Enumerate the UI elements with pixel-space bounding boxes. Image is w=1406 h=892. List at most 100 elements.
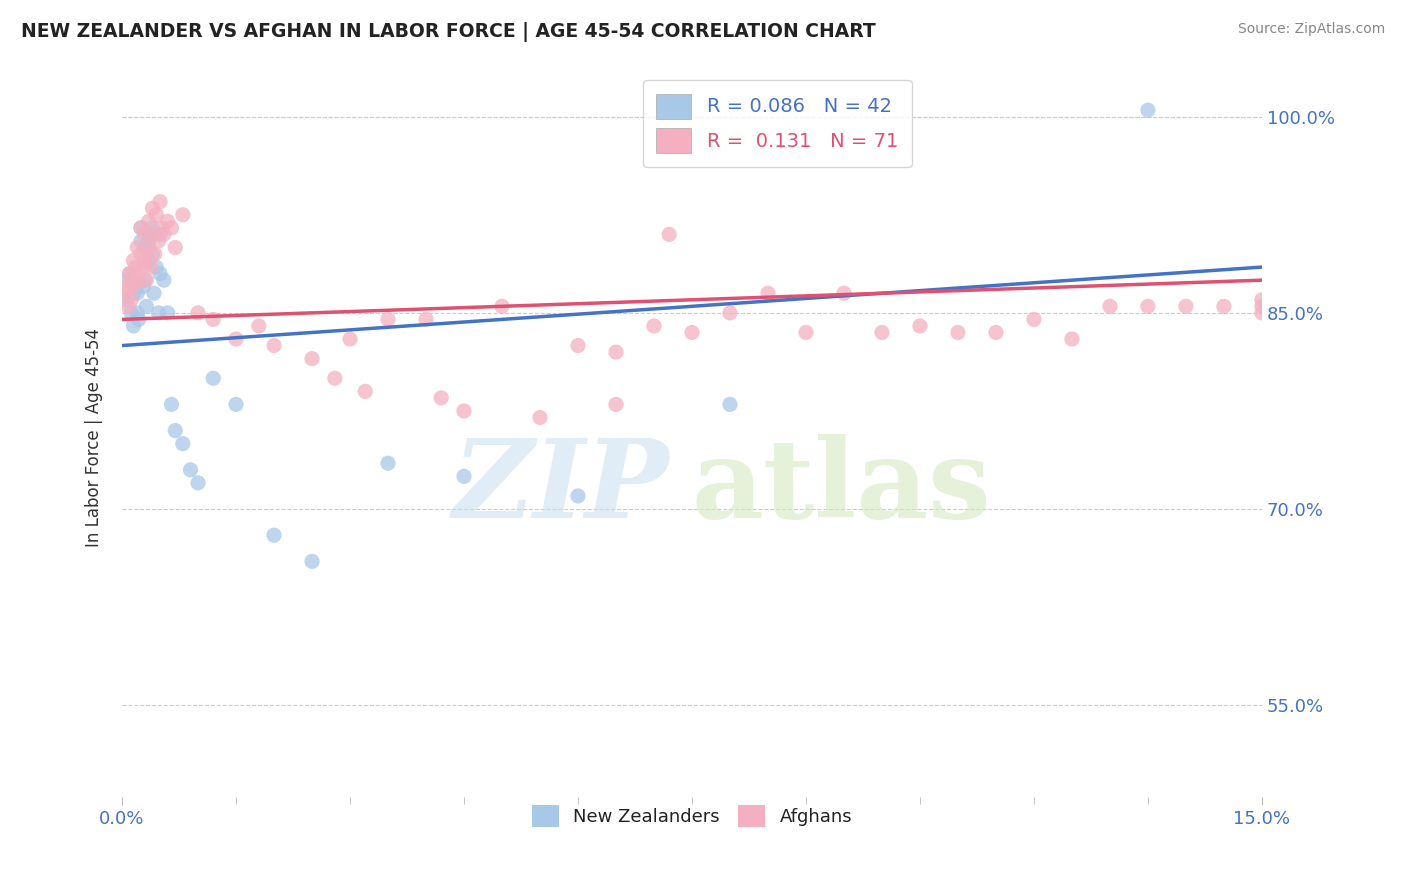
Point <box>120 273 142 287</box>
Point <box>1251 293 1274 307</box>
Point <box>127 267 149 281</box>
Point <box>148 306 170 320</box>
Point <box>134 273 156 287</box>
Point <box>117 273 139 287</box>
Point <box>179 463 201 477</box>
Point <box>202 371 225 385</box>
Point <box>129 247 152 261</box>
Point <box>529 410 551 425</box>
Point <box>453 404 475 418</box>
Point <box>172 208 194 222</box>
Point <box>153 273 176 287</box>
Point <box>263 528 285 542</box>
Point <box>756 286 779 301</box>
Point <box>122 253 145 268</box>
Point <box>1136 103 1159 117</box>
Point <box>160 397 183 411</box>
Text: atlas: atlas <box>692 434 991 541</box>
Point <box>658 227 681 242</box>
Point <box>118 267 141 281</box>
Point <box>134 240 156 254</box>
Text: NEW ZEALANDER VS AFGHAN IN LABOR FORCE | AGE 45-54 CORRELATION CHART: NEW ZEALANDER VS AFGHAN IN LABOR FORCE |… <box>21 22 876 42</box>
Point <box>143 247 166 261</box>
Point <box>141 220 163 235</box>
Point <box>377 312 399 326</box>
Point <box>946 326 969 340</box>
Point <box>187 306 209 320</box>
Point <box>127 306 149 320</box>
Point <box>263 338 285 352</box>
Point <box>115 286 138 301</box>
Point <box>143 286 166 301</box>
Point <box>165 424 187 438</box>
Point <box>202 312 225 326</box>
Point <box>1212 299 1234 313</box>
Point <box>377 456 399 470</box>
Point <box>135 273 157 287</box>
Point <box>150 220 173 235</box>
Point <box>605 397 627 411</box>
Point <box>125 260 148 274</box>
Point <box>681 326 703 340</box>
Point <box>145 208 167 222</box>
Point <box>354 384 377 399</box>
Point <box>984 326 1007 340</box>
Point <box>145 260 167 274</box>
Point <box>138 240 160 254</box>
Point <box>908 318 931 333</box>
Point <box>117 299 139 313</box>
Point <box>1251 306 1274 320</box>
Point <box>605 345 627 359</box>
Point <box>718 306 741 320</box>
Point <box>430 391 453 405</box>
Point <box>129 234 152 248</box>
Point <box>323 371 346 385</box>
Y-axis label: In Labor Force | Age 45-54: In Labor Force | Age 45-54 <box>86 327 103 547</box>
Point <box>141 201 163 215</box>
Point <box>139 260 162 274</box>
Point <box>165 240 187 254</box>
Point <box>1060 332 1083 346</box>
Point <box>118 267 141 281</box>
Point <box>160 220 183 235</box>
Point <box>122 286 145 301</box>
Point <box>153 227 176 242</box>
Point <box>172 436 194 450</box>
Point <box>415 312 437 326</box>
Point <box>138 253 160 268</box>
Point <box>120 293 142 307</box>
Point <box>339 332 361 346</box>
Point <box>139 227 162 242</box>
Point <box>128 312 150 326</box>
Point <box>187 475 209 490</box>
Point <box>125 279 148 293</box>
Point <box>149 227 172 242</box>
Point <box>148 234 170 248</box>
Point <box>134 253 156 268</box>
Point <box>156 214 179 228</box>
Point <box>567 338 589 352</box>
Point <box>156 306 179 320</box>
Point <box>301 351 323 366</box>
Point <box>1251 299 1274 313</box>
Point <box>301 554 323 568</box>
Point <box>129 220 152 235</box>
Legend: New Zealanders, Afghans: New Zealanders, Afghans <box>524 798 859 835</box>
Point <box>870 326 893 340</box>
Point <box>453 469 475 483</box>
Point <box>832 286 855 301</box>
Point <box>122 318 145 333</box>
Point <box>120 306 142 320</box>
Point <box>567 489 589 503</box>
Point <box>718 397 741 411</box>
Text: Source: ZipAtlas.com: Source: ZipAtlas.com <box>1237 22 1385 37</box>
Point <box>247 318 270 333</box>
Point <box>1136 299 1159 313</box>
Point <box>128 273 150 287</box>
Point <box>134 227 156 242</box>
Point <box>491 299 513 313</box>
Point <box>1174 299 1197 313</box>
Point <box>149 194 172 209</box>
Point <box>132 260 155 274</box>
Point <box>141 227 163 242</box>
